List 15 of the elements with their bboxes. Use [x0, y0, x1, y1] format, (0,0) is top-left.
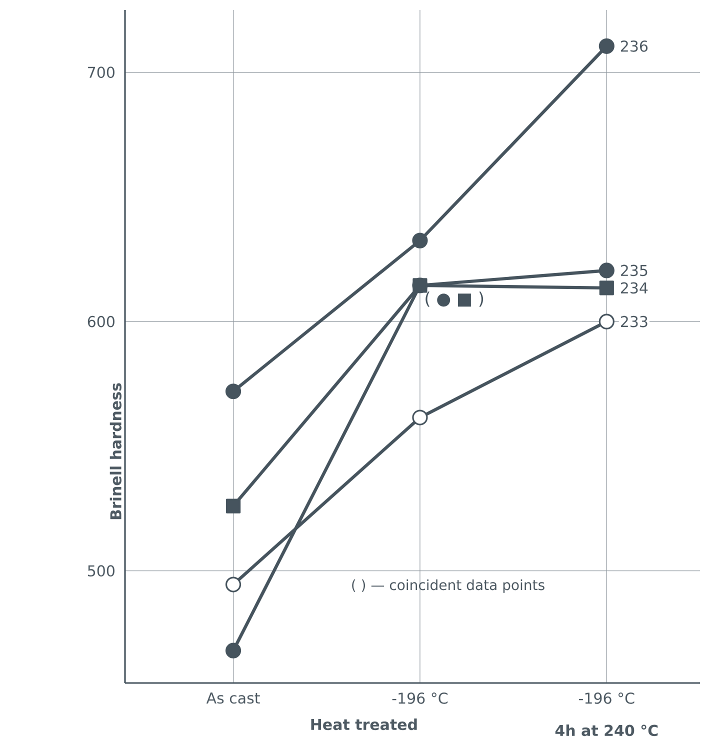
y-tick-label: 600 — [88, 316, 114, 328]
series-label: 234 — [620, 282, 648, 294]
x-axis-title: Heat treated — [311, 718, 417, 730]
y-tick-label: 700 — [88, 66, 114, 78]
series-label: 233 — [620, 316, 648, 328]
y-axis-title: Brinell hardness — [110, 383, 122, 520]
x-tick-label: -196 °C — [579, 692, 634, 704]
annotation: ( ● ■ ) — [426, 292, 484, 307]
y-tick-label: 500 — [88, 565, 114, 577]
x-tick-label: -196 °C — [392, 692, 448, 704]
text: 4h at 240 °C — [555, 724, 658, 736]
series-label: 235 — [620, 264, 648, 276]
x-tick-label: As cast — [206, 692, 260, 704]
series-label: 236 — [620, 40, 648, 52]
annotation: ( ) — coincident data points — [352, 579, 544, 593]
